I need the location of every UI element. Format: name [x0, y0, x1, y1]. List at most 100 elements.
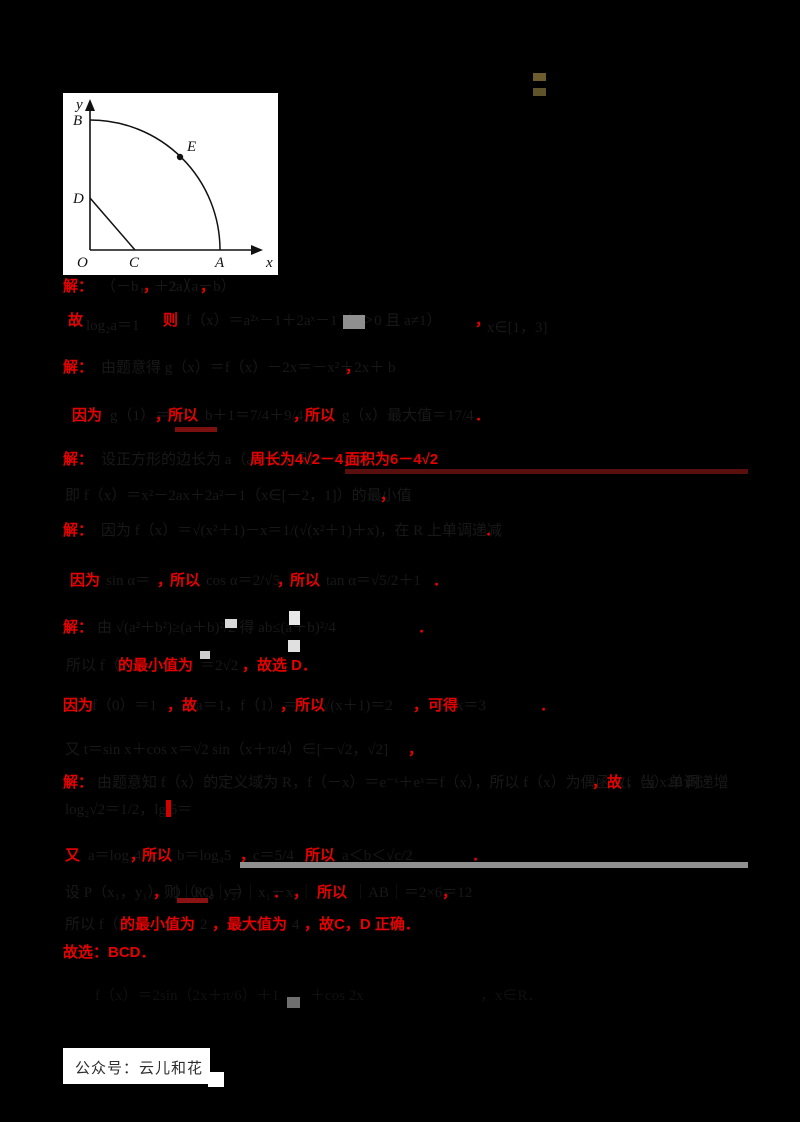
solution-body-text: g（x）最大值＝17/4: [342, 408, 474, 424]
quarter-circle-diagram: y B E D O C A x: [72, 97, 273, 271]
solution-body-text: a＝log₃4: [88, 848, 142, 864]
answer-annotation-text: 因为: [63, 697, 94, 714]
answer-annotation-text: ，: [475, 312, 491, 329]
answer-annotation-text: ，: [157, 572, 173, 589]
solution-body-text: 由题意得 g（x）＝f（x）－2x＝－x²＋2x＋ b: [101, 360, 396, 376]
point-E-dot: [176, 153, 184, 161]
solution-body-text: 所以 f（x）: [65, 917, 142, 933]
answer-annotation-text: ，: [143, 278, 159, 295]
compression-artifact: [288, 640, 300, 652]
solution-body-text: b＝log₄5: [177, 848, 232, 864]
solution-body-text: 所以 f（x）: [66, 658, 143, 674]
answer-annotation-text: ，故C，D 正确．: [304, 916, 420, 933]
scan-artifact-mark: [533, 73, 546, 81]
solution-body-text: ＝2√2: [200, 658, 239, 674]
compression-artifact: [225, 619, 237, 628]
solution-body-text: 2: [200, 917, 208, 933]
answer-annotation-text: 所以: [142, 847, 173, 864]
solution-body-text: 又 t＝sin x＋cos x＝√2 sin（x＋π/4）∈[－√2，√2]: [65, 742, 389, 758]
solution-body-text: x∈[1，3]: [487, 320, 548, 336]
answer-annotation-text: ．: [485, 522, 501, 539]
answer-annotation-text: ，故: [167, 697, 198, 714]
answer-annotation-text: 因为: [70, 572, 101, 589]
solution-body-text: 由 √(a²＋b²)≥(a＋b)²/2 得 ab≤(a＋b)²/4: [97, 620, 336, 636]
compression-artifact: [343, 315, 365, 329]
figure-label-D: D: [72, 191, 84, 207]
figure-label-x: x: [265, 255, 273, 271]
solution-body-text: b＋1＝7/4＋9/4: [205, 408, 304, 424]
solution-body-text: 由题意知 f（x）的定义域为 R，f（－x）＝e⁻ˣ＋eˣ＝f（x），所以 f（…: [97, 775, 702, 791]
answer-annotation-text: 所以: [290, 572, 321, 589]
answer-annotation-text: ．: [273, 884, 289, 901]
solution-body-text: ＋2（a－b）: [154, 279, 236, 295]
answer-annotation-text: ．: [540, 697, 556, 714]
answer-annotation-text: 解：: [63, 619, 94, 636]
solution-body-text: cos α＝2/√5: [206, 573, 281, 589]
solution-body-text: log₂√2＝1/2，lg 5＝: [65, 802, 193, 818]
scan-artifact-mark: [533, 88, 546, 96]
answer-annotation-text: 解：: [63, 522, 94, 539]
solution-body-text: a＝1，f（1）＝0: [196, 698, 306, 714]
solution-body-text: 4: [292, 917, 300, 933]
answer-annotation-text: 所以: [305, 847, 336, 864]
answer-annotation-text: 解：: [63, 278, 94, 295]
figure-label-C: C: [129, 255, 140, 271]
quarter-arc: [89, 119, 221, 251]
solution-body-text: f（x）＝2sin（2x＋π/6）＋1: [95, 988, 280, 1004]
answer-annotation-text: 故选：BCD．: [63, 944, 156, 961]
answer-annotation-text: ，: [200, 278, 216, 295]
answer-annotation-text: ，: [130, 847, 146, 864]
answer-annotation-text: ．: [475, 407, 491, 424]
solution-body-text: x＝3: [456, 698, 487, 714]
answer-annotation-text: ，: [345, 359, 361, 376]
solution-body-text: 即 f（x）＝x²－2ax＋2a²－1（x∈[－2，1]）的最小值: [65, 488, 412, 504]
solution-body-text: f（0）＝1: [92, 698, 157, 714]
answer-annotation-text: ，故: [592, 774, 623, 791]
solution-body-text: ｜AB｜＝2×6＝12: [353, 885, 473, 901]
solution-body-text: c＝5/4: [253, 848, 294, 864]
compression-artifact: [287, 997, 300, 1008]
answer-annotation-text: ，: [277, 572, 293, 589]
figure-label-y: y: [74, 97, 83, 113]
answer-annotation-text: 因为: [72, 407, 103, 424]
answer-annotation-text: 所以: [317, 884, 348, 901]
answer-annotation-text: ，最大值为: [212, 916, 288, 933]
answer-annotation-text: ，: [155, 407, 171, 424]
compression-artifact: [289, 611, 300, 625]
solution-body-text: g（1）＝0: [110, 408, 178, 424]
segment-DC: [89, 197, 136, 251]
answer-annotation-text: ，: [293, 884, 309, 901]
strike-bar-red: [345, 469, 748, 474]
y-axis-arrow-icon: [85, 99, 95, 111]
answer-annotation-text: 解：: [63, 451, 94, 468]
answer-annotation-text: 则: [163, 312, 179, 329]
answer-annotation-text: ，: [293, 407, 309, 424]
answer-annotation-text: ．: [418, 619, 434, 636]
footer-watermark-text: 公众号：云儿和花: [75, 1060, 204, 1077]
underline-artifact: [175, 427, 217, 432]
answer-annotation-text: ，: [442, 884, 458, 901]
solution-body-text: ＋cos 2x: [310, 988, 364, 1004]
answer-annotation-text: 解：: [63, 359, 94, 376]
solution-body-text: ，x∈R．: [480, 988, 543, 1004]
underline-artifact: [177, 898, 208, 903]
answer-annotation-text: ，所以: [280, 697, 326, 714]
answer-annotation-text: 周长为4√2－4，: [250, 451, 359, 468]
answer-annotation-text: 的最小值为: [118, 657, 194, 674]
answer-annotation-text: 面积为6－4√2: [345, 451, 439, 468]
solution-body-text: sin α＝: [106, 573, 151, 589]
answer-annotation-text: ，: [380, 487, 396, 504]
x-axis-arrow-icon: [251, 245, 263, 255]
answer-annotation-text: 所以: [170, 572, 201, 589]
answer-annotation-text: ，可得: [413, 697, 459, 714]
figure-label-O: O: [77, 255, 88, 271]
solution-body-text: 设正方形的边长为 a（a＞0），则: [101, 452, 314, 468]
solution-body-text: 因为 f（x）＝√(x²＋1)－x＝1/(√(x²＋1)＋x)，在 R 上单调递…: [101, 523, 502, 539]
footer-watermark: 公众号：云儿和花: [63, 1048, 210, 1084]
red-tick-artifact: [166, 800, 171, 817]
answer-annotation-text: 的最小值为: [120, 916, 196, 933]
highlight-bar-gray: [240, 862, 748, 868]
solution-body-text: （－b，－2a）: [101, 279, 198, 295]
answer-annotation-text: ，: [153, 884, 169, 901]
answer-annotation-text: ．: [472, 847, 488, 864]
